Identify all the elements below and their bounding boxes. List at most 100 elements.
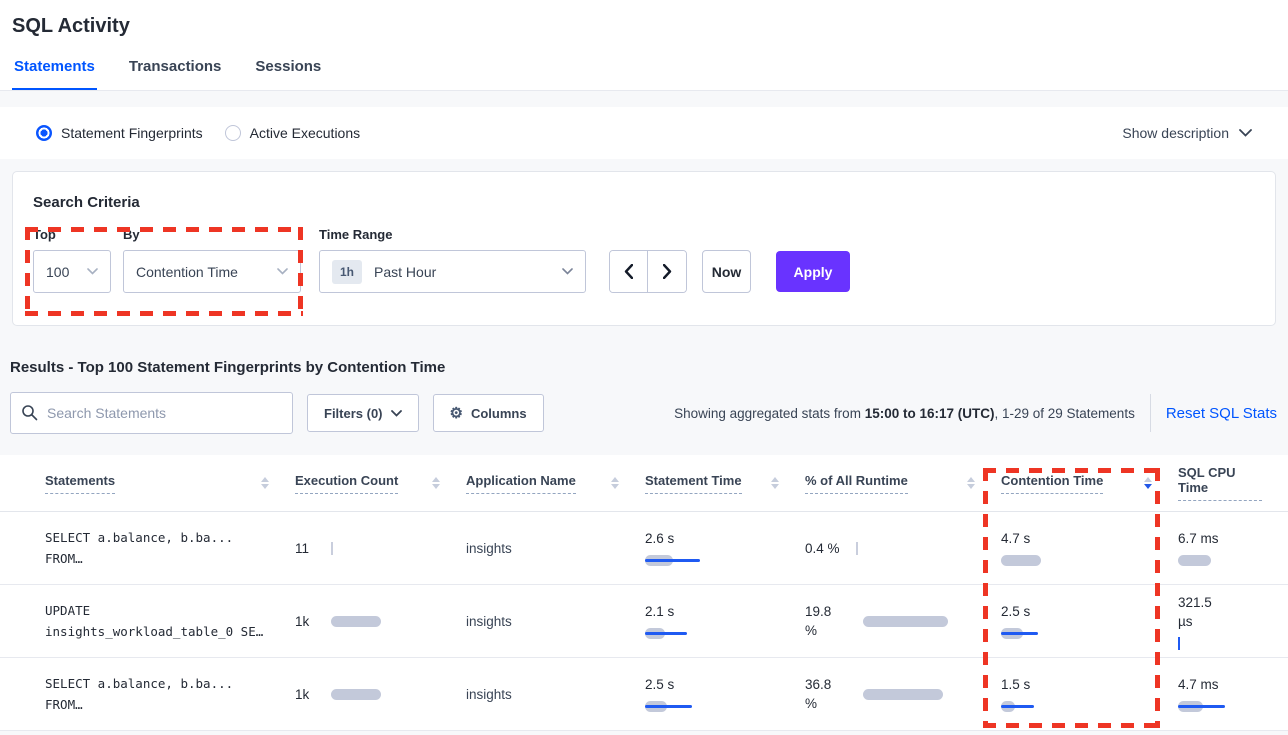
radio-selected-icon (36, 125, 52, 141)
column-header-sql-cpu-time[interactable]: SQL CPU Time (1178, 465, 1288, 501)
time-range-select[interactable]: 1h Past Hour (319, 250, 586, 293)
sort-icon[interactable] (261, 476, 269, 490)
column-header-label: SQL CPU Time (1178, 465, 1262, 501)
chevron-down-icon (390, 409, 402, 417)
statement-time-cell: 2.5 s (645, 675, 805, 713)
radio-label: Statement Fingerprints (61, 125, 203, 141)
sort-down-arrow (611, 484, 619, 490)
search-criteria-heading: Search Criteria (33, 194, 140, 211)
page-header: SQL Activity Statements Transactions Ses… (0, 0, 1288, 91)
bar-tick (331, 541, 333, 555)
vertical-divider (1149, 394, 1151, 432)
search-criteria-panel: Search Criteria Top 100 By Contention Ti… (12, 171, 1276, 326)
radio-active-executions[interactable]: Active Executions (224, 125, 361, 141)
search-statements-input[interactable] (10, 392, 293, 434)
next-time-button[interactable] (648, 251, 686, 292)
search-criteria-controls: Top 100 By Contention Time Time Range 1h… (33, 227, 1251, 293)
filters-button[interactable]: Filters (0) (307, 394, 419, 432)
contention-time-cell: 2.5 s (1001, 602, 1178, 640)
pct-runtime-bar (863, 615, 948, 628)
execution-count-cell: 1k (295, 687, 466, 702)
previous-time-button[interactable] (610, 251, 648, 292)
column-header-application-name[interactable]: Application Name (466, 473, 645, 494)
statement-time-bar (645, 627, 687, 640)
show-description-toggle[interactable]: Show description (1122, 125, 1252, 141)
statement-time-value: 2.5 s (645, 677, 675, 692)
column-header-label: Statement Time (645, 473, 742, 494)
chevron-down-icon (87, 268, 98, 275)
column-header-execution-count[interactable]: Execution Count (295, 473, 466, 494)
sort-up-arrow (1144, 476, 1152, 482)
tab-statements[interactable]: Statements (12, 50, 97, 90)
sort-icon[interactable] (771, 476, 779, 490)
sql-cpu-time-bar (1178, 554, 1211, 567)
by-select[interactable]: Contention Time (123, 250, 301, 293)
statement-time-bar (645, 700, 692, 713)
pct-runtime-cell: 19.8 % (805, 602, 1001, 640)
application-name-value: insights (466, 540, 512, 556)
bar-gray-segment (863, 688, 943, 700)
column-header-contention-time[interactable]: Contention Time (1001, 473, 1178, 494)
columns-button[interactable]: ⚙ Columns (432, 394, 544, 432)
statement-time-cell: 2.1 s (645, 602, 805, 640)
statement-text-line: FROM… (45, 697, 83, 712)
bar-blue-line (645, 705, 692, 708)
contention-time-value: 2.5 s (1001, 604, 1031, 619)
sort-icon[interactable] (967, 476, 975, 490)
statement-time-cell: 2.6 s (645, 529, 805, 567)
sort-up-arrow (261, 476, 269, 482)
sort-down-arrow (432, 484, 440, 490)
show-description-label: Show description (1122, 125, 1229, 141)
sql-cpu-time-cell: 6.7 ms (1178, 529, 1288, 567)
reset-sql-stats-link[interactable]: Reset SQL Stats (1165, 404, 1277, 422)
statement-time-value: 2.6 s (645, 531, 675, 546)
statement-fingerprint-link[interactable]: UPDATE insights_workload_table_0 SE… (45, 600, 295, 642)
top-select[interactable]: 100 (33, 250, 111, 293)
application-name-value: insights (466, 613, 512, 629)
columns-label: Columns (470, 405, 527, 421)
search-statements-box (10, 392, 293, 434)
radio-label: Active Executions (249, 125, 361, 141)
sort-down-arrow (1144, 484, 1152, 490)
sort-up-arrow (771, 476, 779, 482)
sql-cpu-time-value: 321.5 µs (1178, 594, 1212, 629)
tab-sessions[interactable]: Sessions (255, 58, 322, 75)
by-field: By Contention Time (123, 227, 301, 293)
time-step-buttons (609, 250, 687, 293)
view-toggle-bar: Statement Fingerprints Active Executions… (0, 107, 1288, 159)
statement-fingerprint-link[interactable]: SELECT a.balance, b.ba... FROM… (45, 527, 295, 569)
apply-button[interactable]: Apply (776, 251, 850, 292)
column-header-statements[interactable]: Statements (45, 473, 295, 494)
search-icon (22, 405, 38, 421)
aggregated-stats-text: Showing aggregated stats from 15:00 to 1… (674, 405, 1135, 421)
sort-up-arrow (611, 476, 619, 482)
table-body: SELECT a.balance, b.ba... FROM… 11 insights… (0, 512, 1288, 731)
bar-gray-segment (1001, 555, 1041, 566)
contention-time-value: 4.7 s (1001, 531, 1031, 546)
tab-transactions[interactable]: Transactions (128, 58, 222, 75)
statement-fingerprint-link[interactable]: SELECT a.balance, b.ba... FROM… (45, 673, 295, 715)
bar-blue-line (1178, 705, 1225, 708)
execution-count-bar (331, 541, 334, 555)
sort-icon[interactable] (1144, 476, 1152, 490)
chevron-left-icon (624, 264, 633, 279)
tab-bar: Statements Transactions Sessions (0, 50, 1288, 91)
sort-icon[interactable] (432, 476, 440, 490)
execution-count-cell: 11 (295, 541, 466, 556)
bar-gray-segment (1178, 555, 1211, 566)
column-header-of-all-runtime[interactable]: % of All Runtime (805, 473, 1001, 494)
sort-icon[interactable] (611, 476, 619, 490)
now-button[interactable]: Now (702, 250, 751, 293)
bar-blue-line (645, 632, 687, 635)
column-header-label: Contention Time (1001, 473, 1104, 494)
sort-down-arrow (261, 484, 269, 490)
column-header-label: % of All Runtime (805, 473, 908, 494)
top-field: Top 100 (33, 227, 111, 293)
column-header-statement-time[interactable]: Statement Time (645, 473, 805, 494)
statement-text-line: FROM… (45, 551, 83, 566)
column-header-label: Statements (45, 473, 116, 494)
chevron-right-icon (662, 264, 671, 279)
radio-statement-fingerprints[interactable]: Statement Fingerprints (36, 125, 203, 141)
pct-runtime-bar (863, 688, 943, 701)
